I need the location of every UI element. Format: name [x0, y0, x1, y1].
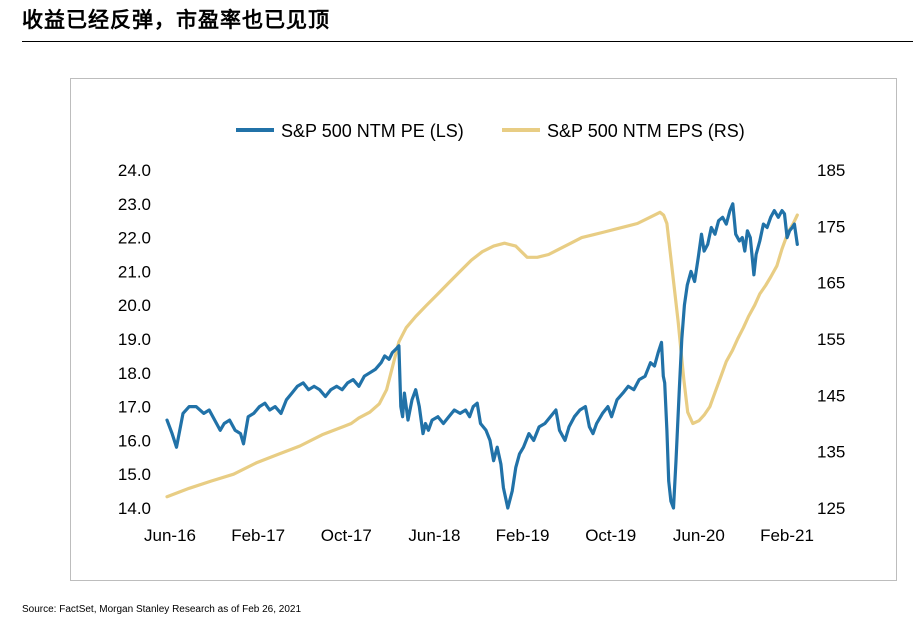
left-y-tick-label: 24.0: [118, 161, 151, 180]
x-tick-label: Oct-19: [585, 526, 636, 545]
left-y-tick-label: 14.0: [118, 499, 151, 518]
legend-label: S&P 500 NTM PE (LS): [281, 121, 464, 141]
chart-frame: S&P 500 NTM PE (LS) S&P 500 NTM EPS (RS) …: [70, 78, 897, 581]
series-layer: [165, 202, 799, 510]
left-y-tick-label: 22.0: [118, 229, 151, 248]
dual-axis-line-chart: S&P 500 NTM PE (LS) S&P 500 NTM EPS (RS) …: [118, 121, 845, 545]
right-y-tick-label: 135: [817, 443, 845, 462]
left-y-tick-label: 20.0: [118, 296, 151, 315]
x-tick-label: Oct-17: [321, 526, 372, 545]
series-line-s-p-500-ntm-eps-rs: [165, 210, 799, 499]
right-y-tick-label: 155: [817, 330, 845, 349]
x-tick-label: Feb-19: [496, 526, 550, 545]
left-y-tick-label: 18.0: [118, 364, 151, 383]
right-y-axis: 125 135 145 155 165 175 185: [817, 161, 845, 518]
title-divider: [22, 41, 913, 42]
right-y-tick-label: 165: [817, 274, 845, 293]
source-note: Source: FactSet, Morgan Stanley Research…: [22, 604, 302, 615]
left-y-tick-label: 16.0: [118, 431, 151, 450]
right-y-tick-label: 175: [817, 217, 845, 236]
x-tick-label: Jun-20: [673, 526, 725, 545]
x-tick-label: Feb-17: [231, 526, 285, 545]
left-y-tick-label: 21.0: [118, 262, 151, 281]
right-y-tick-label: 145: [817, 386, 845, 405]
legend-label: S&P 500 NTM EPS (RS): [547, 121, 745, 141]
left-y-tick-label: 15.0: [118, 465, 151, 484]
left-y-axis: 14.0 15.0 16.0 17.0 18.0 19.0 20.0 21.0 22.0 23.0…: [118, 161, 151, 518]
right-y-tick-label: 185: [817, 161, 845, 180]
x-tick-label: Jun-18: [408, 526, 460, 545]
left-y-tick-label: 19.0: [118, 330, 151, 349]
page-title: 收益已经反弹，市盈率也已见顶: [22, 8, 330, 32]
series-line-s-p-500-ntm-pe-ls: [165, 202, 799, 510]
left-y-tick-label: 17.0: [118, 398, 151, 417]
left-y-tick-label: 23.0: [118, 195, 151, 214]
x-tick-label: Feb-21: [760, 526, 814, 545]
right-y-tick-label: 125: [817, 499, 845, 518]
x-tick-label: Jun-16: [144, 526, 196, 545]
chart-legend: S&P 500 NTM PE (LS) S&P 500 NTM EPS (RS): [236, 121, 745, 141]
x-axis: Jun-16 Feb-17 Oct-17 Jun-18 Feb-19 Oct-19 Jun-…: [144, 526, 814, 545]
